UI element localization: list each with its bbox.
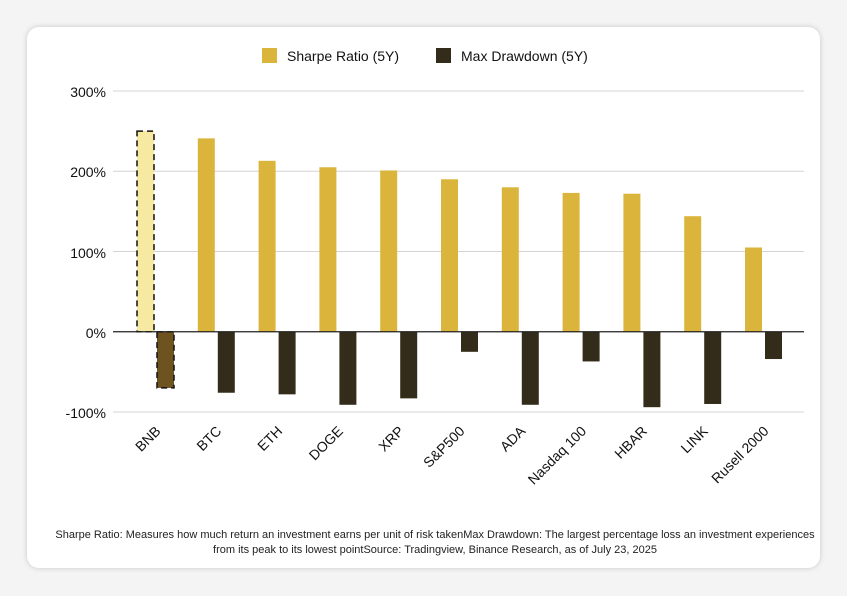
drawdown-bar-s-p500 bbox=[461, 331, 478, 352]
y-tick-label: 100% bbox=[70, 245, 106, 261]
x-tick-label: XRP bbox=[375, 423, 407, 455]
y-tick-label: -100% bbox=[66, 405, 106, 421]
drawdown-bar-nasdaq-100 bbox=[582, 331, 600, 362]
x-tick-label: LINK bbox=[677, 422, 711, 456]
sharpe-bar-doge bbox=[319, 167, 337, 332]
sharpe-bar-btc bbox=[197, 138, 215, 332]
x-tick-label: ETH bbox=[254, 423, 285, 454]
x-tick-label: Rusell 2000 bbox=[708, 423, 772, 487]
sharpe-bar-xrp bbox=[380, 170, 398, 332]
y-tick-label: 200% bbox=[70, 164, 106, 180]
sharpe-bar-bnb bbox=[136, 130, 155, 333]
legend-label-sharpe: Sharpe Ratio (5Y) bbox=[287, 48, 399, 64]
drawdown-bar-btc bbox=[217, 331, 235, 393]
x-tick-label: ADA bbox=[497, 422, 529, 454]
legend-swatch-drawdown bbox=[436, 48, 451, 63]
legend: Sharpe Ratio (5Y) Max Drawdown (5Y) bbox=[262, 48, 588, 64]
y-tick-label: 300% bbox=[70, 84, 106, 100]
bars bbox=[113, 130, 804, 408]
sharpe-bar-rusell-2000 bbox=[745, 247, 762, 332]
drawdown-bar-eth bbox=[278, 331, 296, 395]
drawdown-bar-bnb bbox=[156, 331, 175, 389]
sharpe-bar-s-p500 bbox=[441, 179, 458, 332]
sharpe-bar-nasdaq-100 bbox=[562, 192, 580, 332]
drawdown-bar-xrp bbox=[400, 331, 418, 399]
legend-label-drawdown: Max Drawdown (5Y) bbox=[461, 48, 588, 64]
drawdown-bar-ada bbox=[521, 331, 539, 405]
legend-swatch-sharpe bbox=[262, 48, 277, 63]
drawdown-bar-rusell-2000 bbox=[765, 331, 782, 360]
x-tick-label: BNB bbox=[132, 423, 164, 455]
sharpe-bar-hbar bbox=[623, 193, 641, 332]
x-tick-label: S&P500 bbox=[420, 423, 468, 471]
y-tick-label: 0% bbox=[86, 325, 106, 341]
x-tick-label: BTC bbox=[193, 423, 224, 454]
y-axis: 300% 200% 100% 0% -100% bbox=[66, 84, 106, 421]
x-tick-label: HBAR bbox=[611, 423, 650, 462]
drawdown-bar-doge bbox=[339, 331, 357, 405]
x-tick-label: DOGE bbox=[306, 423, 346, 463]
sharpe-bar-link bbox=[684, 216, 702, 332]
sharpe-bar-ada bbox=[501, 187, 519, 332]
drawdown-bar-link bbox=[704, 331, 722, 404]
chart-caption: Sharpe Ratio: Measures how much return a… bbox=[55, 529, 815, 556]
x-tick-label: Nasdaq 100 bbox=[525, 423, 590, 488]
sharpe-bar-eth bbox=[258, 160, 276, 332]
drawdown-bar-hbar bbox=[643, 331, 661, 408]
